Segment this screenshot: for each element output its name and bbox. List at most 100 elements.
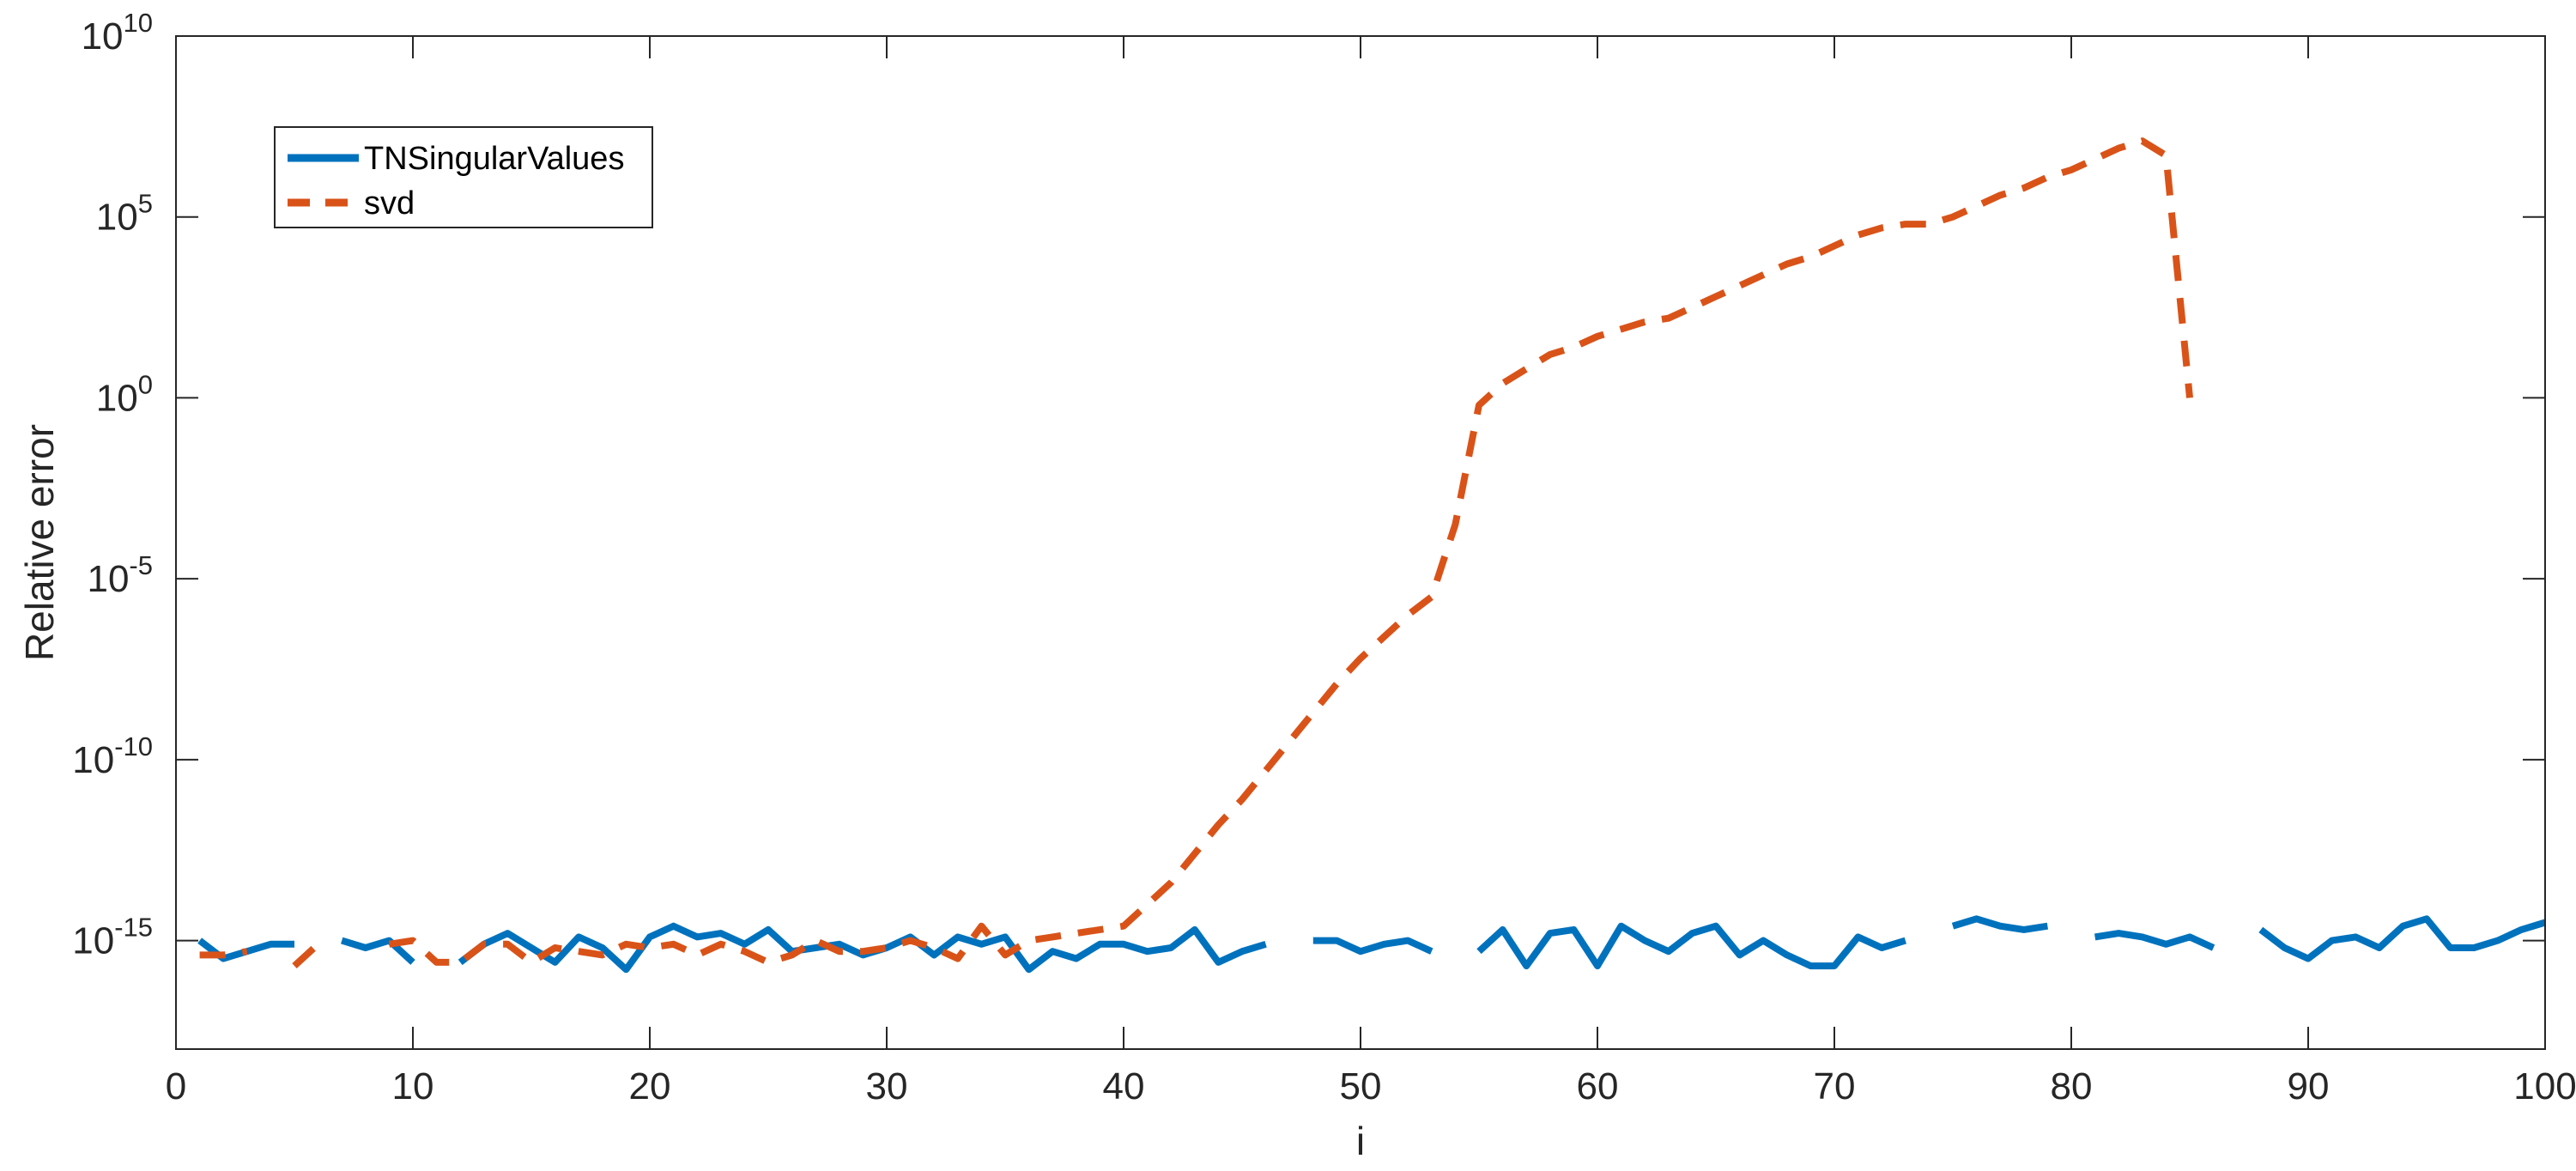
data-point-svd [1502, 383, 1503, 384]
x-axis-label: i [1356, 1119, 1365, 1163]
x-tick-label: 10 [392, 1065, 434, 1107]
data-point-svd [887, 948, 888, 949]
data-point-svd [1976, 206, 1977, 207]
data-point-svd [1929, 224, 1930, 225]
data-point-svd [2047, 177, 2048, 178]
data-point-tnsingularvalues [1147, 951, 1148, 952]
data-point-svd [1147, 904, 1148, 905]
data-point-svd [1573, 347, 1574, 348]
data-point-svd [1194, 853, 1195, 854]
data-point-svd [246, 951, 247, 952]
data-point-svd [2000, 195, 2001, 196]
data-point-svd [910, 940, 911, 941]
data-point-svd [1905, 224, 1906, 225]
data-point-tnsingularvalues [934, 955, 935, 956]
data-point-tnsingularvalues [1028, 969, 1029, 970]
data-point-tnsingularvalues [2450, 948, 2451, 949]
y-axis-label: Relative error [17, 424, 62, 661]
data-point-tnsingularvalues [1763, 940, 1764, 941]
data-point-tnsingularvalues [1953, 925, 1954, 926]
data-point-tnsingularvalues [1549, 933, 1550, 934]
data-point-svd [957, 958, 958, 959]
data-point-tnsingularvalues [1265, 943, 1266, 944]
data-point-svd [1810, 257, 1811, 258]
data-point-tnsingularvalues [1479, 951, 1480, 952]
data-point-svd [1668, 318, 1669, 319]
data-point-tnsingularvalues [1668, 951, 1669, 952]
data-point-tnsingularvalues [1336, 940, 1337, 941]
data-point-tnsingularvalues [768, 929, 769, 930]
data-point-tnsingularvalues [1052, 951, 1053, 952]
data-point-svd [1005, 955, 1006, 956]
data-point-tnsingularvalues [2213, 948, 2214, 949]
data-point-svd [1526, 368, 1527, 369]
data-point-tnsingularvalues [531, 948, 532, 949]
data-point-svd [981, 925, 982, 926]
data-point-svd [934, 948, 935, 949]
data-point-svd [1549, 354, 1550, 355]
data-point-svd [1716, 296, 1717, 297]
data-point-tnsingularvalues [1431, 951, 1432, 952]
data-point-tnsingularvalues [294, 943, 295, 944]
data-point-tnsingularvalues [626, 969, 627, 970]
data-point-tnsingularvalues [1408, 940, 1409, 941]
x-tick-label: 60 [1577, 1065, 1619, 1107]
data-point-tnsingularvalues [981, 943, 982, 944]
y-tick-label: 105 [96, 189, 153, 239]
legend-label-svd: svd [364, 185, 415, 221]
data-point-tnsingularvalues [1786, 955, 1787, 956]
data-point-tnsingularvalues [2047, 925, 2048, 926]
data-point-svd [791, 955, 792, 956]
x-tick-label: 90 [2288, 1065, 2330, 1107]
legend-label-tnsingularvalues: TNSingularValues [364, 141, 624, 177]
data-point-svd [2142, 141, 2143, 142]
data-point-tnsingularvalues [2118, 933, 2119, 934]
data-point-svd [1408, 615, 1409, 616]
data-point-tnsingularvalues [1502, 929, 1503, 930]
data-point-svd [199, 955, 200, 956]
data-point-tnsingularvalues [1810, 966, 1811, 967]
data-point-svd [1953, 216, 1954, 217]
data-point-tnsingularvalues [1716, 925, 1717, 926]
data-point-tnsingularvalues [1171, 948, 1172, 949]
data-point-svd [507, 943, 508, 944]
data-point-tnsingularvalues [744, 943, 745, 944]
data-point-svd [1431, 597, 1432, 598]
data-point-svd [389, 943, 390, 944]
data-point-tnsingularvalues [1242, 951, 1243, 952]
data-point-tnsingularvalues [673, 925, 674, 926]
data-point-tnsingularvalues [1194, 929, 1195, 930]
data-point-svd [697, 955, 698, 956]
data-point-svd [650, 948, 651, 949]
data-point-tnsingularvalues [2260, 929, 2261, 930]
y-tick-label: 100 [96, 369, 153, 419]
data-point-svd [602, 955, 603, 956]
data-point-svd [815, 940, 816, 941]
data-point-tnsingularvalues [199, 940, 200, 941]
data-point-svd [626, 943, 627, 944]
data-point-svd [2190, 397, 2191, 398]
series-line-svd [199, 137, 2193, 969]
data-point-svd [223, 955, 224, 956]
data-point-svd [1479, 404, 1480, 405]
data-point-tnsingularvalues [2474, 948, 2475, 949]
data-point-tnsingularvalues [1834, 966, 1835, 967]
x-tick-label: 0 [166, 1065, 186, 1107]
data-point-tnsingularvalues [2308, 958, 2309, 959]
data-point-svd [744, 951, 745, 952]
y-tick-label: 10-15 [72, 913, 153, 962]
data-point-svd [2166, 155, 2167, 156]
data-point-svd [1645, 321, 1646, 322]
data-point-tnsingularvalues [1573, 929, 1574, 930]
data-point-svd [1336, 683, 1337, 684]
legend-box [274, 126, 653, 228]
data-point-tnsingularvalues [1526, 966, 1527, 967]
data-point-svd [1384, 636, 1385, 637]
x-tick-label: 30 [866, 1065, 908, 1107]
data-point-svd [673, 943, 674, 944]
x-tick-label: 80 [2051, 1065, 2093, 1107]
data-point-svd [1265, 770, 1266, 771]
data-point-svd [294, 966, 295, 967]
data-point-svd [720, 943, 721, 944]
